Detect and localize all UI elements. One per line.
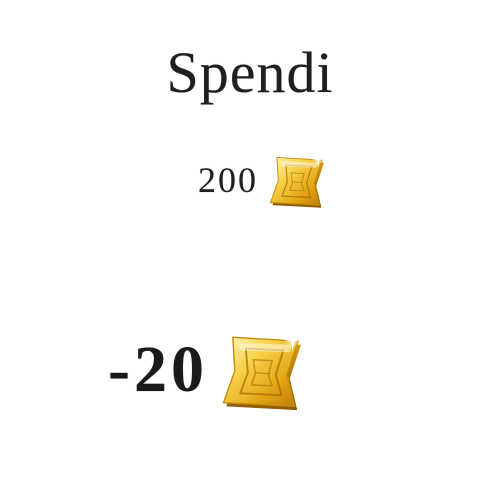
gold-ticket-icon (262, 151, 328, 209)
page-title: Spendi (166, 40, 334, 105)
gold-ticket-icon (212, 328, 306, 412)
balance-amount: 200 (198, 160, 258, 200)
cost-amount: -20 (108, 333, 208, 406)
balance-display: 200 (198, 150, 328, 210)
cost-display: -20 (108, 325, 306, 415)
